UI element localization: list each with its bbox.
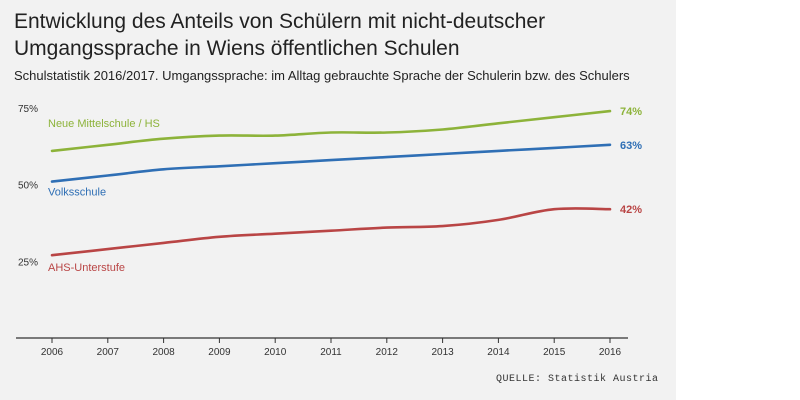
x-tick-label: 2006 xyxy=(41,347,64,358)
x-tick-label: 2009 xyxy=(208,347,231,358)
series-line xyxy=(50,109,612,153)
x-tick-label: 2015 xyxy=(543,347,566,358)
x-tick-label: 2013 xyxy=(431,347,454,358)
x-tick-label: 2011 xyxy=(320,347,342,358)
y-tick-label: 25% xyxy=(18,257,38,268)
x-tick-label: 2008 xyxy=(152,347,175,358)
x-tick-label: 2014 xyxy=(487,347,510,358)
series-name-label: Volksschule xyxy=(48,187,106,199)
series-name-label: Neue Mittelschule / HS xyxy=(48,118,160,130)
series-name-label: AHS-Unterstufe xyxy=(48,262,125,274)
y-tick-label: 75% xyxy=(18,104,38,115)
end-value-label: 42% xyxy=(620,204,642,216)
chart-title: Entwicklung des Anteils von Schülern mit… xyxy=(14,10,546,60)
line-chart: 2006 2007 2008 2009 2010 2011 2012 2013 2014 2015… xyxy=(16,104,642,358)
chart-subtitle: Schulstatistik 2016/2017. Umgangssprache… xyxy=(14,68,630,83)
x-tick-label: 2007 xyxy=(97,347,120,358)
x-tick-label: 2010 xyxy=(264,347,287,358)
y-tick-label: 50% xyxy=(18,181,38,192)
x-tick-label: 2012 xyxy=(376,347,399,358)
chart-panel: Entwicklung des Anteils von Schülern mit… xyxy=(0,0,676,400)
end-value-label: 74% xyxy=(620,106,642,118)
source-note: QUELLE: Statistik Austria xyxy=(496,374,659,385)
series-line xyxy=(50,143,612,183)
series-line xyxy=(50,207,612,257)
x-tick-label: 2016 xyxy=(599,347,622,358)
end-value-label: 63% xyxy=(620,140,642,152)
